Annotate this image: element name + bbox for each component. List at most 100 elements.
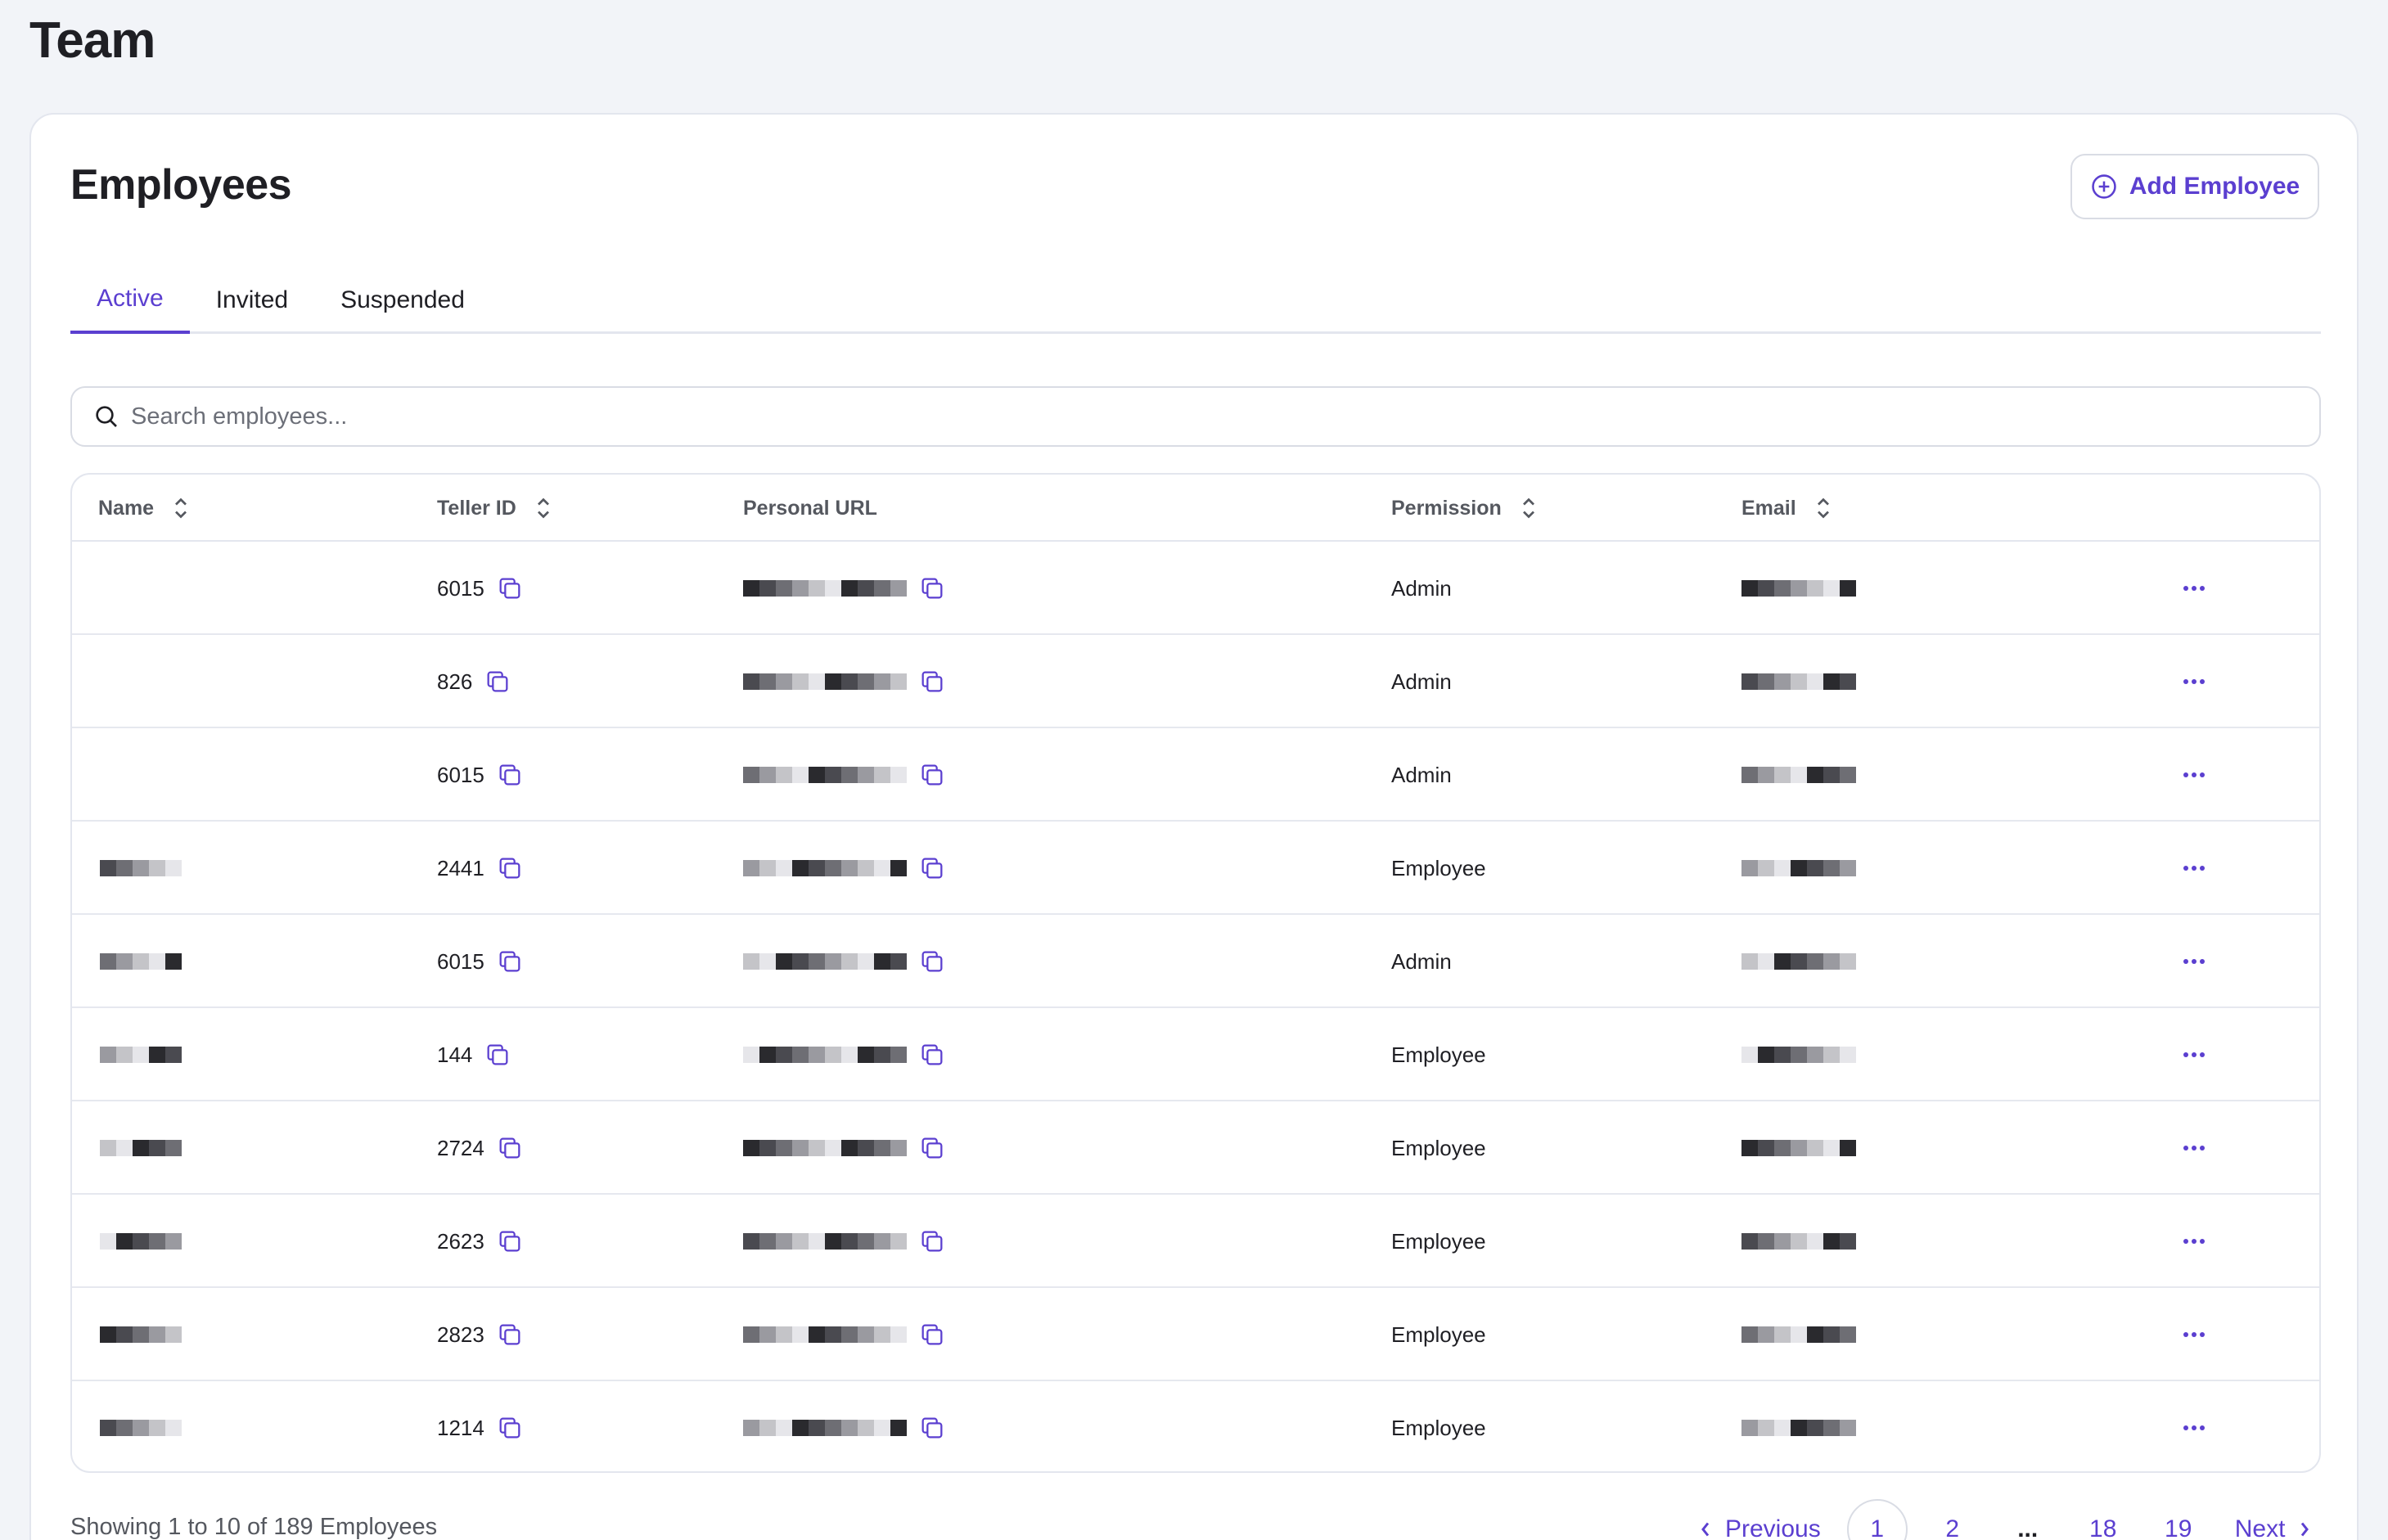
row-actions-button[interactable] — [2182, 1288, 2206, 1381]
redaction-block — [792, 767, 809, 783]
redaction-block — [133, 1233, 149, 1250]
column-header-permission[interactable]: Permission — [1391, 475, 1538, 542]
row-actions-button[interactable] — [2182, 635, 2206, 728]
redaction-block — [100, 860, 116, 876]
redacted-value — [1741, 1047, 1856, 1063]
redacted-value — [1741, 953, 1856, 970]
tab-suspended[interactable]: Suspended — [340, 286, 465, 313]
redaction-block — [1823, 673, 1840, 690]
redacted-value — [1741, 1233, 1856, 1250]
copy-icon[interactable] — [496, 574, 524, 602]
copy-icon[interactable] — [496, 1134, 524, 1162]
search-input[interactable] — [131, 403, 2319, 430]
redaction-block — [743, 1326, 759, 1343]
copy-icon[interactable] — [918, 574, 946, 602]
redaction-block — [1840, 860, 1856, 876]
copy-icon[interactable] — [918, 668, 946, 696]
copy-icon[interactable] — [918, 761, 946, 789]
copy-icon[interactable] — [484, 668, 511, 696]
permission-cell: Admin — [1391, 762, 1452, 787]
redaction-block — [743, 767, 759, 783]
row-actions-button[interactable] — [2182, 822, 2206, 915]
redaction-block — [1823, 1420, 1840, 1436]
column-header-name[interactable]: Name — [98, 475, 190, 542]
redacted-value — [743, 767, 907, 783]
page-button[interactable]: 19 — [2165, 1515, 2192, 1540]
redacted-value — [1741, 767, 1856, 783]
tab-active[interactable]: Active — [70, 267, 190, 334]
copy-icon[interactable] — [918, 1134, 946, 1162]
tab-invited[interactable]: Invited — [215, 286, 289, 313]
copy-icon[interactable] — [496, 761, 524, 789]
copy-icon[interactable] — [918, 1041, 946, 1069]
personal-url-cell — [743, 542, 946, 635]
add-employee-button[interactable]: Add Employee — [2070, 154, 2319, 219]
redaction-block — [149, 1140, 165, 1156]
pagination: Previous 1 2 ... 18 19 Next — [1686, 1499, 2324, 1540]
more-icon — [2183, 586, 2205, 591]
copy-icon[interactable] — [918, 1414, 946, 1442]
copy-icon[interactable] — [496, 854, 524, 882]
redaction-block — [825, 1140, 841, 1156]
redaction-block — [116, 1047, 133, 1063]
redaction-block — [100, 953, 116, 970]
table-body: 6015 Admin 826 Admin 6015 Admin 2441 Employee 60… — [72, 542, 2319, 1471]
redaction-block — [825, 1420, 841, 1436]
copy-icon[interactable] — [918, 1227, 946, 1255]
row-actions-button[interactable] — [2182, 1381, 2206, 1471]
next-page-button[interactable]: Next — [2224, 1515, 2325, 1540]
row-actions-button[interactable] — [2182, 915, 2206, 1008]
copy-icon[interactable] — [496, 1414, 524, 1442]
redaction-block — [874, 1233, 890, 1250]
redaction-block — [1791, 1326, 1807, 1343]
permission-cell: Employee — [1391, 855, 1486, 880]
copy-icon[interactable] — [918, 948, 946, 975]
more-icon — [2183, 1146, 2205, 1150]
column-label: Teller ID — [437, 496, 516, 520]
employee-name-cell — [100, 915, 182, 1008]
redaction-block — [858, 1047, 874, 1063]
row-actions-button[interactable] — [2182, 542, 2206, 635]
redaction-block — [1791, 580, 1807, 597]
page-button[interactable]: 18 — [2089, 1515, 2117, 1540]
more-icon — [2183, 679, 2205, 684]
redaction-block — [759, 953, 776, 970]
personal-url-cell — [743, 822, 946, 915]
row-actions-button[interactable] — [2182, 1008, 2206, 1101]
copy-icon[interactable] — [496, 1227, 524, 1255]
redaction-block — [890, 1233, 907, 1250]
teller-id-value: 2623 — [437, 1228, 484, 1254]
redacted-value — [743, 1140, 907, 1156]
row-actions-button[interactable] — [2182, 728, 2206, 822]
redaction-block — [1840, 1420, 1856, 1436]
redacted-value — [1741, 1140, 1856, 1156]
column-header-teller-id[interactable]: Teller ID — [437, 475, 552, 542]
copy-icon[interactable] — [496, 1321, 524, 1349]
personal-url-cell — [743, 1195, 946, 1288]
row-actions-button[interactable] — [2182, 1195, 2206, 1288]
card-title: Employees — [70, 161, 292, 209]
redaction-block — [809, 1233, 825, 1250]
email-cell — [1741, 635, 1856, 728]
page-button[interactable]: 1 — [1846, 1499, 1908, 1540]
previous-page-button[interactable]: Previous — [1686, 1515, 1832, 1540]
redacted-value — [100, 1420, 182, 1436]
copy-icon[interactable] — [918, 1321, 946, 1349]
email-cell — [1741, 1288, 1856, 1381]
page-button[interactable]: 2 — [1945, 1515, 1960, 1540]
redaction-block — [1791, 1047, 1807, 1063]
table-row: 826 Admin — [72, 635, 2319, 728]
copy-icon[interactable] — [496, 948, 524, 975]
copy-icon[interactable] — [484, 1041, 511, 1069]
row-actions-button[interactable] — [2182, 1101, 2206, 1195]
copy-icon[interactable] — [918, 854, 946, 882]
table-header: Name Teller ID Personal URL Permission E… — [72, 475, 2319, 542]
redaction-block — [809, 1140, 825, 1156]
table-row: 144 Employee — [72, 1008, 2319, 1101]
table-row: 6015 Admin — [72, 915, 2319, 1008]
permission-cell: Admin — [1391, 669, 1452, 694]
email-cell — [1741, 1195, 1856, 1288]
column-header-email[interactable]: Email — [1741, 475, 1832, 542]
redaction-block — [1774, 1140, 1791, 1156]
redaction-block — [890, 1140, 907, 1156]
